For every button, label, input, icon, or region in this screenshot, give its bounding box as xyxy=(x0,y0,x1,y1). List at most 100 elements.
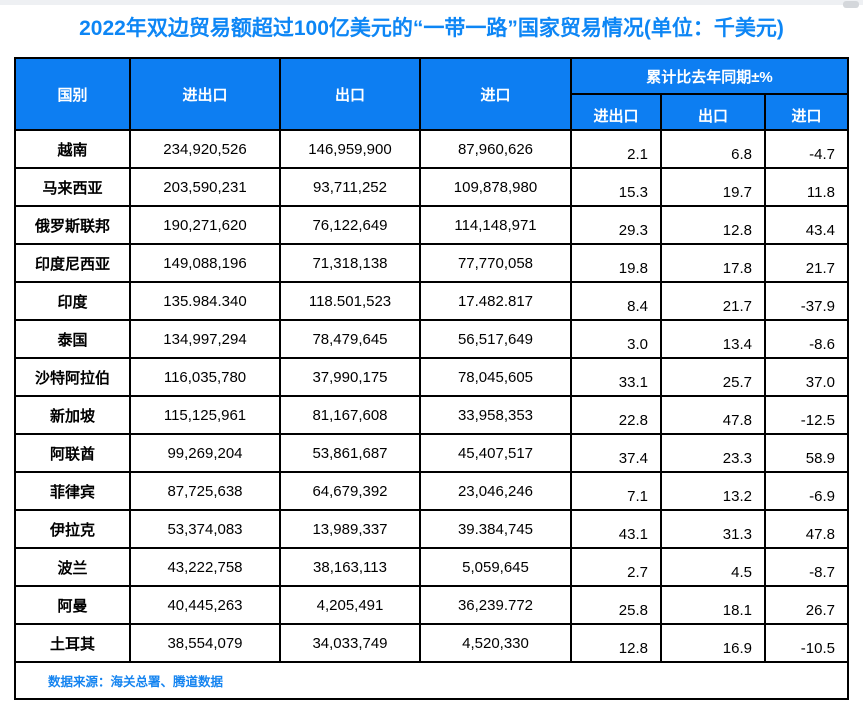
cell-total: 53,374,083 xyxy=(129,509,281,549)
table-row: 新加坡 115,125,961 81,167,608 33,958,353 22.8 47… xyxy=(14,395,849,435)
cell-import: 109,878,980 xyxy=(419,167,572,207)
cell-export: 13,989,337 xyxy=(279,509,421,549)
cell-country: 沙特阿拉伯 xyxy=(14,357,131,397)
cell-yoy_export: 18.1 xyxy=(660,585,766,625)
cell-total: 234,920,526 xyxy=(129,129,281,169)
cell-yoy_export: 21.7 xyxy=(660,281,766,321)
cell-country: 泰国 xyxy=(14,319,131,359)
cell-country: 新加坡 xyxy=(14,395,131,435)
cell-country: 伊拉克 xyxy=(14,509,131,549)
data-source-note: 数据来源：海关总署、腾道数据 xyxy=(14,661,849,700)
cell-import: 36,239.772 xyxy=(419,585,572,625)
cell-yoy_import: -10.5 xyxy=(764,623,849,663)
cell-import: 114,148,971 xyxy=(419,205,572,245)
cell-yoy_total: 33.1 xyxy=(570,357,662,397)
cell-export: 34,033,749 xyxy=(279,623,421,663)
cell-export: 81,167,608 xyxy=(279,395,421,435)
table-header: 国别 进出口 出口 进口 累计比去年同期±% 进出口 出口 进口 xyxy=(14,57,849,131)
cell-import: 23,046,246 xyxy=(419,471,572,511)
cell-total: 115,125,961 xyxy=(129,395,281,435)
cell-export: 64,679,392 xyxy=(279,471,421,511)
cell-export: 4,205,491 xyxy=(279,585,421,625)
cell-yoy_total: 3.0 xyxy=(570,319,662,359)
cell-yoy_export: 6.8 xyxy=(660,129,766,169)
cell-yoy_export: 25.7 xyxy=(660,357,766,397)
cell-import: 33,958,353 xyxy=(419,395,572,435)
cell-yoy_export: 19.7 xyxy=(660,167,766,207)
cell-yoy_import: -4.7 xyxy=(764,129,849,169)
cell-yoy_export: 12.8 xyxy=(660,205,766,245)
cell-export: 76,122,649 xyxy=(279,205,421,245)
cell-import: 87,960,626 xyxy=(419,129,572,169)
cell-yoy_export: 13.2 xyxy=(660,471,766,511)
cell-import: 45,407,517 xyxy=(419,433,572,473)
cell-total: 135.984.340 xyxy=(129,281,281,321)
cell-yoy_export: 17.8 xyxy=(660,243,766,283)
cell-yoy_total: 25.8 xyxy=(570,585,662,625)
cell-total: 134,997,294 xyxy=(129,319,281,359)
cell-total: 203,590,231 xyxy=(129,167,281,207)
table-row: 土耳其 38,554,079 34,033,749 4,520,330 12.8 16.9… xyxy=(14,623,849,663)
table-row: 俄罗斯联邦 190,271,620 76,122,649 114,148,971 29.… xyxy=(14,205,849,245)
header-yoy-import: 进口 xyxy=(764,93,849,131)
cell-export: 71,318,138 xyxy=(279,243,421,283)
header-country: 国别 xyxy=(14,57,131,131)
cell-yoy_export: 23.3 xyxy=(660,433,766,473)
cell-total: 40,445,263 xyxy=(129,585,281,625)
cell-yoy_export: 4.5 xyxy=(660,547,766,587)
table-row: 印度尼西亚 149,088,196 71,318,138 77,770,058 19.8… xyxy=(14,243,849,283)
table-row: 沙特阿拉伯 116,035,780 37,990,175 78,045,605 33.1… xyxy=(14,357,849,397)
cell-total: 190,271,620 xyxy=(129,205,281,245)
cell-total: 99,269,204 xyxy=(129,433,281,473)
header-yoy-export: 出口 xyxy=(660,93,766,131)
cell-yoy_total: 22.8 xyxy=(570,395,662,435)
cell-yoy_import: 26.7 xyxy=(764,585,849,625)
table-row: 阿联酋 99,269,204 53,861,687 45,407,517 37.4 23.… xyxy=(14,433,849,473)
cell-yoy_import: 21.7 xyxy=(764,243,849,283)
cell-country: 越南 xyxy=(14,129,131,169)
cell-total: 87,725,638 xyxy=(129,471,281,511)
cell-yoy_total: 7.1 xyxy=(570,471,662,511)
cell-import: 17.482.817 xyxy=(419,281,572,321)
header-yoy-group: 累计比去年同期±% xyxy=(570,57,849,95)
cell-yoy_import: -8.6 xyxy=(764,319,849,359)
cell-yoy_export: 47.8 xyxy=(660,395,766,435)
cell-country: 印度尼西亚 xyxy=(14,243,131,283)
cell-total: 43,222,758 xyxy=(129,547,281,587)
cell-yoy_import: 43.4 xyxy=(764,205,849,245)
cell-yoy_export: 31.3 xyxy=(660,509,766,549)
cell-country: 阿曼 xyxy=(14,585,131,625)
cell-yoy_total: 19.8 xyxy=(570,243,662,283)
table-row: 阿曼 40,445,263 4,205,491 36,239.772 25.8 18.1 2… xyxy=(14,585,849,625)
cell-yoy_total: 2.7 xyxy=(570,547,662,587)
cell-yoy_export: 16.9 xyxy=(660,623,766,663)
scrollbar-thumb[interactable] xyxy=(843,1,859,8)
cell-yoy_total: 15.3 xyxy=(570,167,662,207)
cell-export: 146,959,900 xyxy=(279,129,421,169)
cell-yoy_total: 12.8 xyxy=(570,623,662,663)
cell-import: 5,059,645 xyxy=(419,547,572,587)
cell-yoy_import: -8.7 xyxy=(764,547,849,587)
header-import: 进口 xyxy=(419,57,572,131)
page-title: 2022年双边贸易额超过100亿美元的“一带一路”国家贸易情况(单位：千美元) xyxy=(79,17,784,40)
cell-export: 37,990,175 xyxy=(279,357,421,397)
cell-import: 39.384,745 xyxy=(419,509,572,549)
table-footer: 数据来源：海关总署、腾道数据 xyxy=(14,661,849,700)
cell-export: 78,479,645 xyxy=(279,319,421,359)
cell-yoy_export: 13.4 xyxy=(660,319,766,359)
cell-import: 77,770,058 xyxy=(419,243,572,283)
table-row: 印度 135.984.340 118.501,523 17.482.817 8.4 21.… xyxy=(14,281,849,321)
table-row: 马来西亚 203,590,231 93,711,252 109,878,980 15.3… xyxy=(14,167,849,207)
cell-yoy_import: 47.8 xyxy=(764,509,849,549)
cell-total: 38,554,079 xyxy=(129,623,281,663)
cell-total: 116,035,780 xyxy=(129,357,281,397)
trade-table: 国别 进出口 出口 进口 累计比去年同期±% 进出口 出口 进口 越南 234,9… xyxy=(14,57,849,700)
cell-country: 土耳其 xyxy=(14,623,131,663)
cell-country: 马来西亚 xyxy=(14,167,131,207)
cell-export: 53,861,687 xyxy=(279,433,421,473)
cell-yoy_total: 29.3 xyxy=(570,205,662,245)
cell-yoy_import: -37.9 xyxy=(764,281,849,321)
cell-yoy_total: 8.4 xyxy=(570,281,662,321)
cell-import: 78,045,605 xyxy=(419,357,572,397)
cell-import: 4,520,330 xyxy=(419,623,572,663)
